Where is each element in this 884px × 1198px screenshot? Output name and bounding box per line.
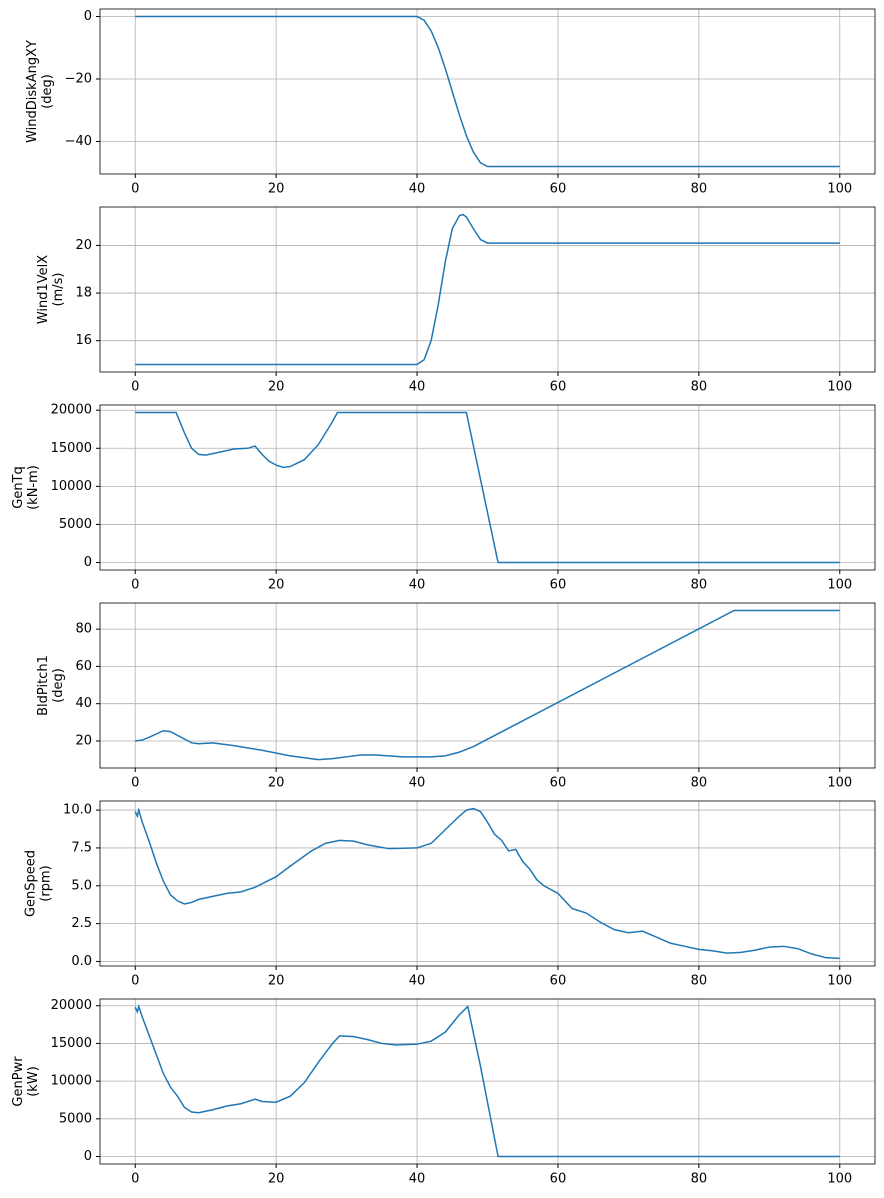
x-tick-label: 0: [131, 578, 139, 593]
x-tick-label: 100: [827, 380, 852, 395]
x-tick-label: 40: [409, 776, 426, 791]
x-tick-label: 80: [691, 1172, 708, 1187]
axes-frame: [99, 8, 876, 175]
y-axis-label: (deg): [40, 74, 55, 109]
x-tick-label: 60: [550, 578, 567, 593]
y-tick-label: −40: [65, 134, 92, 149]
y-axis-label: (rpm): [39, 865, 54, 901]
x-tick-label: 0: [131, 380, 139, 395]
y-tick-label: 0: [84, 9, 92, 24]
y-tick-label: 10.0: [63, 803, 92, 818]
axes-frame: [99, 206, 876, 373]
x-tick-label: 100: [827, 1172, 852, 1187]
data-line: [135, 411, 840, 564]
data-line: [134, 1003, 840, 1158]
y-axis-label: GenPwr: [11, 1056, 26, 1107]
axes-frame: [99, 602, 876, 769]
y-tick-label: 80: [75, 622, 92, 637]
y-tick-label: 10000: [51, 1074, 92, 1089]
y-tick-label: 5000: [59, 517, 92, 532]
y-tick-label: 5000: [59, 1111, 92, 1126]
x-tick-label: 60: [550, 182, 567, 197]
y-tick-label: 0: [84, 1149, 92, 1164]
x-tick-label: 20: [268, 578, 285, 593]
y-axis-label: (m/s): [51, 273, 66, 307]
x-tick-label: 20: [268, 182, 285, 197]
y-tick-label: 0.0: [71, 954, 92, 969]
data-line: [135, 609, 840, 761]
y-tick-label: 60: [75, 659, 92, 674]
x-tick-label: 80: [691, 776, 708, 791]
y-axis-label: GenSpeed: [24, 850, 39, 917]
x-tick-label: 60: [550, 1172, 567, 1187]
y-tick-label: 15000: [51, 441, 92, 456]
y-tick-label: 2.5: [71, 916, 92, 931]
y-tick-label: 7.5: [71, 840, 92, 855]
x-tick-label: 40: [409, 578, 426, 593]
x-tick-label: 100: [827, 578, 852, 593]
x-tick-label: 40: [409, 974, 426, 989]
x-tick-label: 80: [691, 974, 708, 989]
y-tick-label: 20: [75, 733, 92, 748]
y-tick-label: −20: [65, 72, 92, 87]
x-tick-label: 60: [550, 776, 567, 791]
y-axis-label: (kW): [26, 1066, 41, 1097]
data-line: [134, 807, 840, 960]
y-axis-label: (deg): [51, 668, 66, 703]
x-tick-label: 60: [550, 974, 567, 989]
x-tick-label: 20: [268, 1172, 285, 1187]
y-tick-label: 40: [75, 696, 92, 711]
y-axis-label: WindDiskAngXY: [25, 40, 40, 143]
y-axis-label: Wind1VelX: [36, 255, 51, 324]
y-tick-label: 20: [75, 238, 92, 253]
x-tick-label: 40: [409, 380, 426, 395]
y-tick-label: 0: [84, 555, 92, 570]
x-tick-label: 40: [409, 182, 426, 197]
axes-frame: [99, 800, 876, 967]
x-tick-label: 0: [131, 182, 139, 197]
y-tick-label: 10000: [51, 479, 92, 494]
y-tick-label: 15000: [51, 1036, 92, 1051]
x-tick-label: 20: [268, 974, 285, 989]
x-tick-label: 0: [131, 1172, 139, 1187]
x-tick-label: 40: [409, 1172, 426, 1187]
x-tick-label: 20: [268, 776, 285, 791]
y-tick-label: 18: [75, 286, 92, 301]
x-tick-label: 80: [691, 182, 708, 197]
x-tick-label: 80: [691, 380, 708, 395]
y-tick-label: 20000: [51, 998, 92, 1013]
x-tick-label: 0: [131, 974, 139, 989]
y-tick-label: 5.0: [71, 878, 92, 893]
y-axis-label: (kN-m): [26, 465, 41, 510]
y-tick-label: 16: [75, 333, 92, 348]
x-tick-label: 20: [268, 380, 285, 395]
y-axis-label: BldPitch1: [36, 655, 51, 716]
axes-frame: [99, 998, 876, 1165]
data-line: [135, 213, 840, 366]
x-tick-label: 100: [827, 776, 852, 791]
x-tick-label: 80: [691, 578, 708, 593]
x-tick-label: 60: [550, 380, 567, 395]
axes-frame: [99, 404, 876, 571]
x-tick-label: 100: [827, 974, 852, 989]
y-tick-label: 20000: [51, 403, 92, 418]
x-tick-label: 0: [131, 776, 139, 791]
x-tick-label: 100: [827, 182, 852, 197]
data-line: [135, 15, 840, 168]
y-axis-label: GenTq: [11, 466, 26, 509]
